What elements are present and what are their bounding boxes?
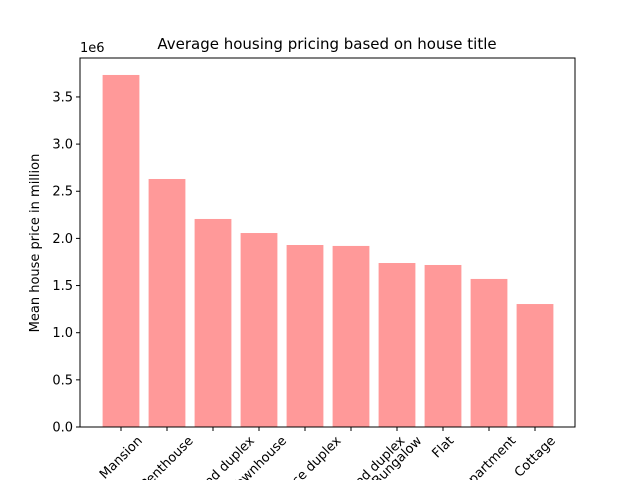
y-tick-label: 2.0 (52, 232, 73, 247)
plot-frame (79, 57, 576, 428)
bar (332, 245, 370, 427)
y-tick-label: 0.0 (52, 421, 73, 436)
bar (516, 304, 554, 427)
y-tick-label: 1.5 (52, 279, 73, 294)
y-tick-label: 2.5 (52, 185, 73, 200)
bar (194, 218, 232, 427)
chart-title: Average housing pricing based on house t… (157, 35, 496, 53)
y-tick-label: 0.5 (52, 373, 73, 388)
x-tick-label: Cottage (512, 434, 559, 480)
bar (240, 233, 278, 427)
bar (470, 278, 508, 427)
y-axis-label: Mean house price in million (28, 154, 43, 333)
x-tick-label: Mansion (97, 434, 146, 480)
y-tick-label: 3.5 (52, 90, 73, 105)
bar (102, 74, 140, 428)
y-tick-label: 1.0 (52, 326, 73, 341)
bar (424, 264, 462, 427)
x-tick-label: Penthouse (138, 434, 197, 480)
x-tick-label: Apartment (459, 434, 519, 480)
y-tick-label: 3.0 (52, 138, 73, 153)
x-tick-label: Flat (430, 434, 458, 462)
bar (378, 263, 416, 427)
offset-text: 1e6 (80, 41, 105, 56)
bar (148, 178, 186, 427)
bar (286, 244, 324, 427)
